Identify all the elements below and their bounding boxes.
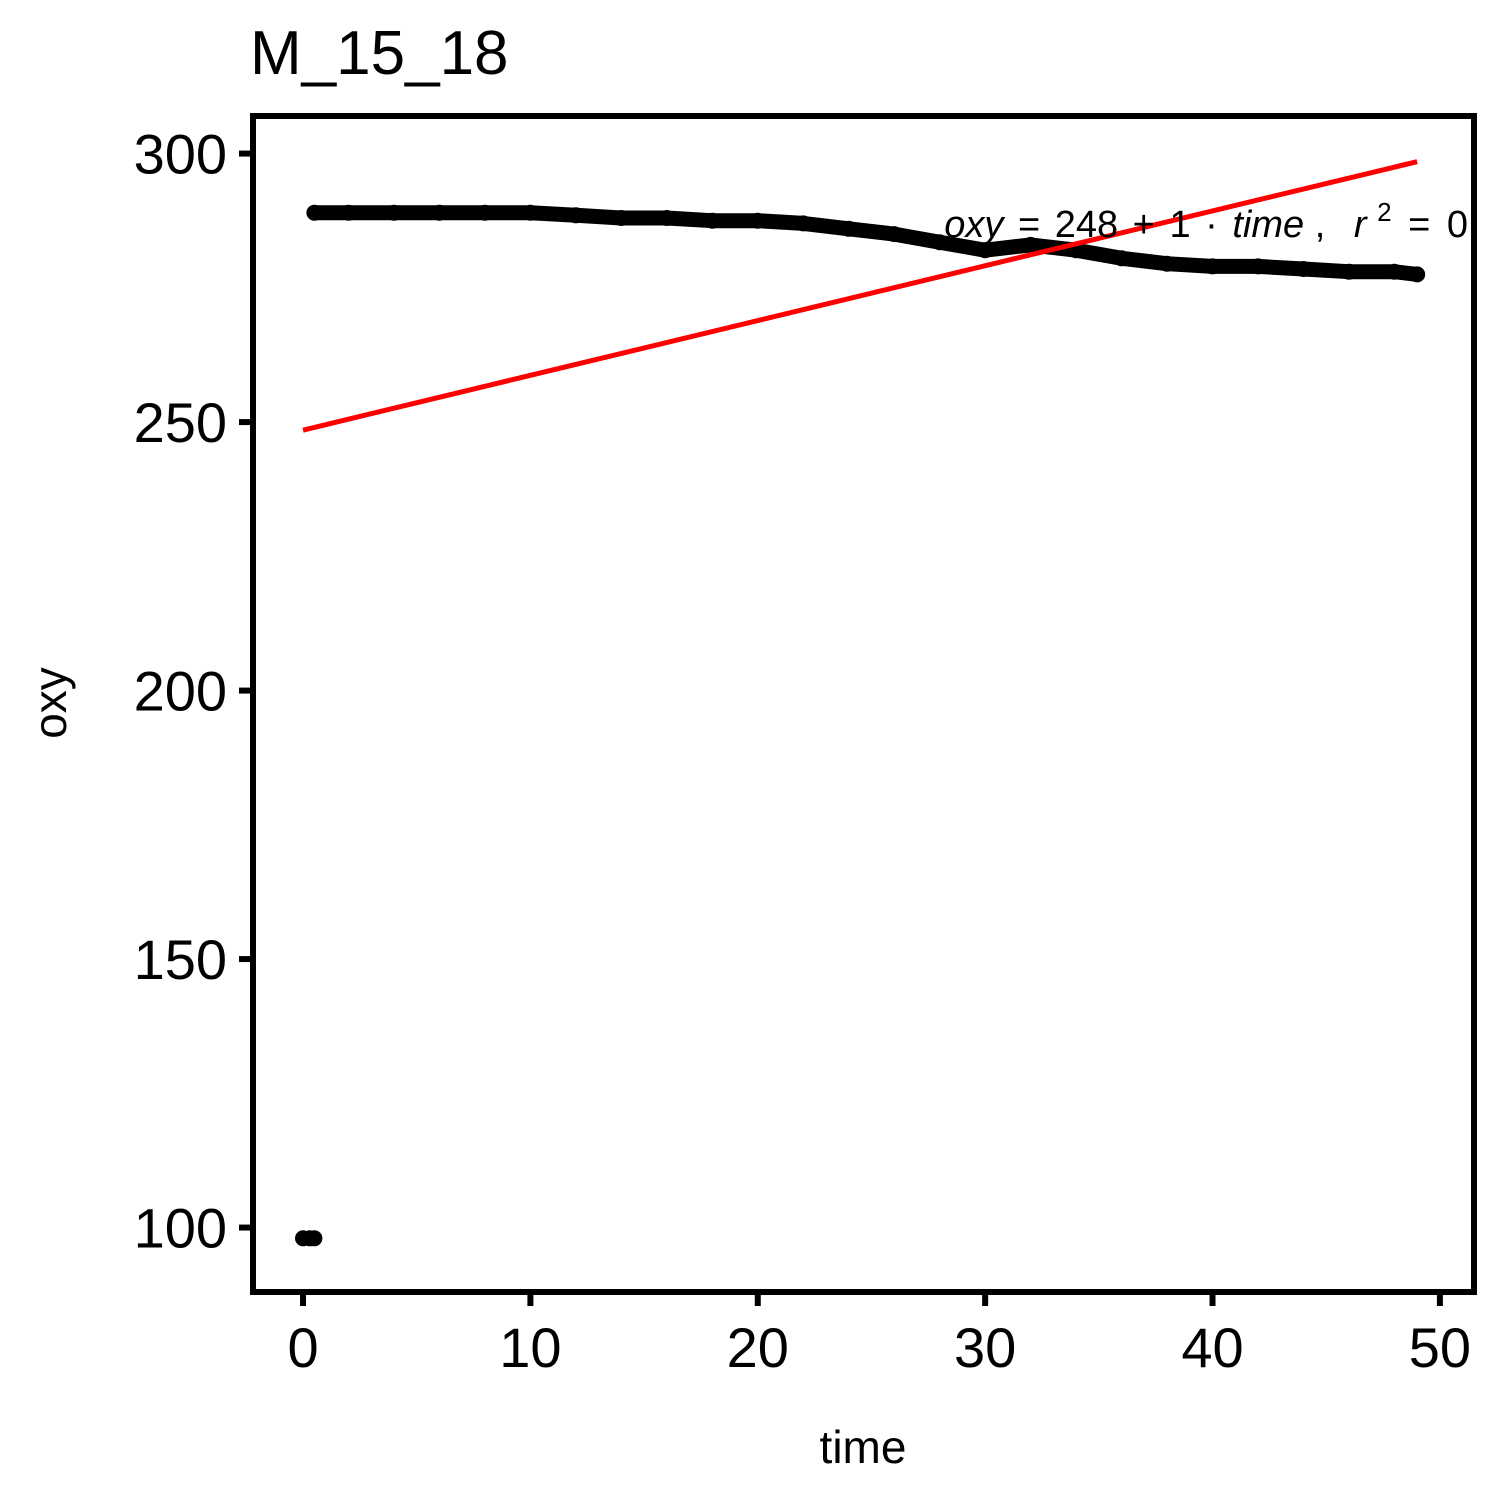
annotation-dot: ·: [1205, 204, 1218, 246]
x-tick-label: 20: [727, 1316, 789, 1379]
data-point: [522, 204, 539, 221]
x-tick-label: 40: [1181, 1316, 1243, 1379]
x-tick-label: 50: [1409, 1316, 1471, 1379]
annotation-r: r: [1354, 204, 1368, 246]
data-point: [1250, 258, 1266, 275]
x-tick-label: 30: [954, 1316, 1016, 1379]
annotation-equals-2: =: [1408, 204, 1430, 246]
plot-border: [250, 113, 1477, 1295]
y-axis-title: oxy: [24, 667, 76, 739]
data-point: [340, 204, 357, 221]
y-tick-label: 150: [134, 928, 227, 991]
y-tick-label: 250: [134, 391, 227, 454]
data-point: [658, 210, 675, 226]
data-point: [476, 204, 493, 221]
y-tick-label: 100: [134, 1197, 227, 1260]
data-point: [386, 204, 402, 221]
regression-annotation: oxy = 248 + 1 · time , r 2 = 0: [944, 188, 1468, 246]
data-point: [1159, 255, 1175, 272]
data-point: [1386, 263, 1403, 280]
annotation-r2-value: 0: [1447, 204, 1468, 246]
regression-line: [302, 159, 1418, 433]
data-point: [795, 215, 812, 232]
chart-title: M_15_18: [250, 19, 509, 88]
annotation-plus: +: [1133, 204, 1155, 246]
data-point: [306, 1230, 323, 1247]
x-axis-title: time: [820, 1421, 907, 1473]
y-tick-label: 200: [134, 660, 227, 723]
x-tick-label: 10: [499, 1316, 561, 1379]
data-point: [704, 212, 721, 229]
data-point: [1409, 266, 1426, 283]
data-point: [431, 204, 448, 221]
annotation-comma: ,: [1315, 204, 1326, 246]
annotation-intercept: 248: [1055, 204, 1118, 246]
data-point: [1113, 250, 1130, 267]
data-point: [1022, 236, 1039, 253]
data-point: [613, 210, 630, 226]
annotation-superscript: 2: [1377, 197, 1391, 227]
data-point: [749, 212, 766, 229]
annotation-equals: =: [1018, 204, 1040, 246]
annotation-variable: time: [1232, 204, 1304, 246]
annotation-slope: 1: [1169, 204, 1190, 246]
data-point: [977, 242, 994, 259]
x-tick-label: 0: [287, 1316, 318, 1379]
data-point: [840, 220, 857, 237]
data-point: [1295, 261, 1312, 277]
data-point: [1340, 263, 1357, 280]
data-point: [931, 234, 948, 251]
data-point: [886, 226, 903, 243]
data-point: [306, 204, 323, 221]
data-point: [567, 207, 584, 224]
annotation-lhs: oxy: [944, 204, 1005, 246]
y-tick-label: 300: [134, 123, 227, 186]
data-point: [1204, 258, 1221, 275]
